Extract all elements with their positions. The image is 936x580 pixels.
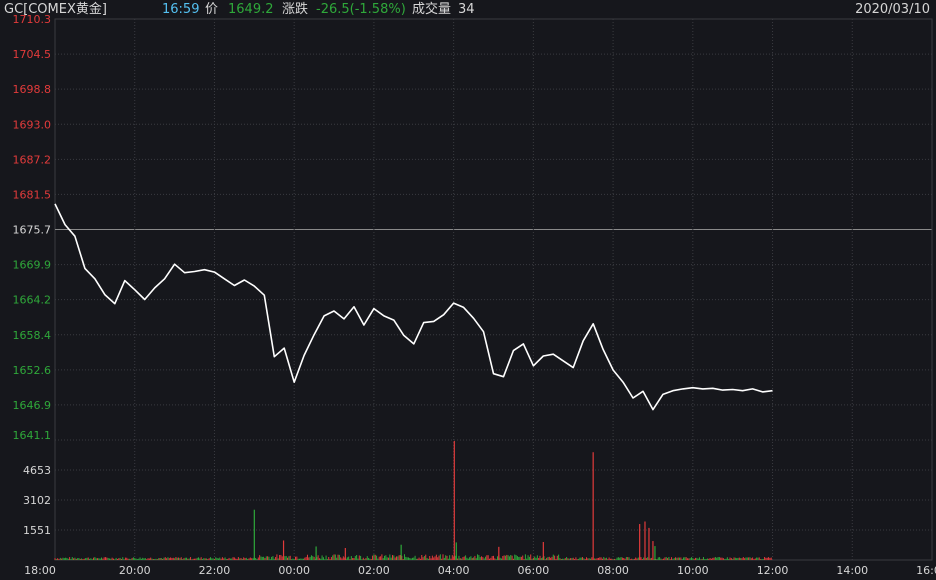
price-label: 价: [205, 2, 219, 17]
time-axis-tick-label: 08:00: [597, 564, 629, 577]
change-value: -26.5(-1.58%): [316, 2, 406, 17]
quote-header: GC[COMEX黄金] 16:59 价 1649.2 涨跌 -26.5(-1.5…: [0, 0, 936, 20]
time-label: 16:59: [162, 2, 200, 17]
price-axis-tick-label: 1658.4: [13, 329, 52, 342]
price-axis-tick-label: 1687.2: [13, 153, 52, 166]
date-label: 2020/03/10: [855, 2, 930, 17]
price-axis-tick-label: 1681.5: [13, 188, 52, 201]
time-axis-tick-label: 12:00: [757, 564, 789, 577]
volume-value: 34: [458, 2, 475, 17]
volume-axis-tick-label: 3102: [23, 494, 51, 507]
time-axis-tick-label: 18:00: [24, 564, 56, 577]
chart-frame: [54, 18, 933, 561]
volume-label: 成交量: [412, 2, 452, 17]
price-axis-tick-label: 1675.7: [13, 224, 52, 237]
price-line: [54, 203, 773, 411]
time-axis-tick-label: 16:00: [916, 564, 936, 577]
price-value: 1649.2: [228, 2, 274, 17]
price-axis-tick-label: 1652.6: [13, 364, 52, 377]
price-axis-tick-label: 1693.0: [13, 118, 52, 131]
price-axis-tick-label: 1664.2: [13, 294, 52, 307]
time-axis-tick-label: 00:00: [278, 564, 310, 577]
time-axis-tick-label: 10:00: [677, 564, 709, 577]
price-axis-tick-label: 1698.8: [13, 83, 52, 96]
price-axis-tick-label: 1646.9: [13, 399, 52, 412]
price-axis-tick-label: 1669.9: [13, 259, 52, 272]
change-label: 涨跌: [282, 2, 309, 17]
time-axis-tick-label: 06:00: [518, 564, 550, 577]
time-axis-tick-label: 04:00: [438, 564, 470, 577]
price-axis-tick-label: 1641.1: [13, 429, 52, 442]
time-axis-tick-label: 02:00: [358, 564, 390, 577]
time-axis-tick-label: 14:00: [836, 564, 868, 577]
volume-axis-tick-label: 1551: [23, 524, 51, 537]
symbol-label: GC[COMEX黄金]: [4, 2, 107, 17]
price-axis-tick-label: 1710.3: [13, 13, 52, 26]
volume-axis-tick-label: 4653: [23, 464, 51, 477]
price-axis-tick-label: 1704.5: [13, 48, 52, 61]
time-axis-tick-label: 20:00: [119, 564, 151, 577]
time-axis-tick-label: 22:00: [199, 564, 231, 577]
